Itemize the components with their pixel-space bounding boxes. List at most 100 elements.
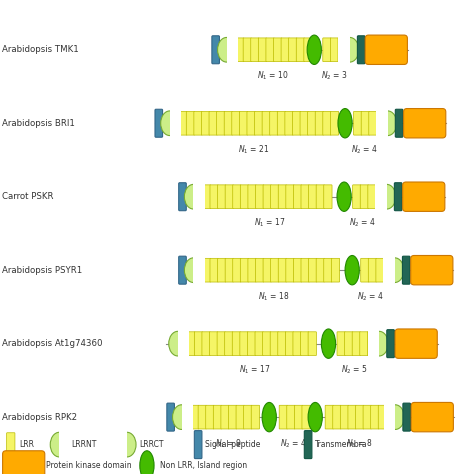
FancyBboxPatch shape (361, 258, 369, 282)
FancyBboxPatch shape (340, 405, 348, 429)
Bar (384, 404, 395, 430)
FancyBboxPatch shape (263, 332, 271, 356)
Ellipse shape (345, 255, 359, 285)
FancyBboxPatch shape (210, 185, 218, 209)
FancyBboxPatch shape (271, 258, 279, 282)
Text: $N_2$ = 4: $N_2$ = 4 (349, 217, 376, 229)
FancyBboxPatch shape (3, 451, 45, 474)
FancyBboxPatch shape (155, 109, 163, 137)
Text: $N_3$ = 8: $N_3$ = 8 (346, 437, 373, 449)
FancyBboxPatch shape (300, 111, 308, 135)
Bar (182, 404, 193, 430)
FancyBboxPatch shape (281, 38, 289, 62)
FancyBboxPatch shape (369, 111, 377, 135)
FancyBboxPatch shape (7, 433, 15, 456)
Ellipse shape (308, 402, 322, 432)
Text: Arabidopsis TMK1: Arabidopsis TMK1 (2, 46, 79, 54)
FancyBboxPatch shape (187, 332, 195, 356)
Bar (383, 257, 395, 283)
FancyBboxPatch shape (348, 405, 356, 429)
Text: $N_2$ = 4: $N_2$ = 4 (281, 437, 307, 449)
FancyBboxPatch shape (368, 258, 376, 282)
FancyBboxPatch shape (316, 258, 324, 282)
FancyBboxPatch shape (179, 182, 186, 210)
Bar (227, 36, 238, 63)
Bar (59, 431, 71, 458)
FancyBboxPatch shape (270, 332, 278, 356)
Ellipse shape (161, 111, 179, 136)
FancyBboxPatch shape (357, 36, 365, 64)
FancyBboxPatch shape (271, 185, 279, 209)
FancyBboxPatch shape (286, 258, 294, 282)
FancyBboxPatch shape (218, 258, 226, 282)
FancyBboxPatch shape (278, 332, 286, 356)
FancyBboxPatch shape (228, 405, 237, 429)
Text: LRRCT: LRRCT (139, 440, 164, 449)
Ellipse shape (378, 184, 396, 209)
FancyBboxPatch shape (262, 111, 270, 135)
FancyBboxPatch shape (330, 38, 338, 62)
FancyBboxPatch shape (213, 405, 221, 429)
Bar (193, 257, 205, 283)
Text: $N_2$ = 4: $N_2$ = 4 (351, 143, 377, 155)
FancyBboxPatch shape (221, 405, 229, 429)
Ellipse shape (184, 184, 202, 209)
FancyBboxPatch shape (277, 111, 285, 135)
FancyBboxPatch shape (410, 255, 453, 285)
FancyBboxPatch shape (232, 332, 240, 356)
FancyBboxPatch shape (210, 332, 218, 356)
FancyBboxPatch shape (324, 258, 332, 282)
FancyBboxPatch shape (395, 329, 437, 358)
FancyBboxPatch shape (403, 403, 410, 431)
Text: Protein kinase domain: Protein kinase domain (46, 461, 132, 470)
FancyBboxPatch shape (301, 332, 309, 356)
Text: Transmembra: Transmembra (315, 440, 367, 449)
FancyBboxPatch shape (236, 405, 245, 429)
FancyBboxPatch shape (353, 185, 361, 209)
Text: $N_1$ = 21: $N_1$ = 21 (238, 143, 269, 155)
FancyBboxPatch shape (304, 430, 312, 459)
Text: $N_1$ = 17: $N_1$ = 17 (255, 217, 286, 229)
Ellipse shape (307, 35, 321, 64)
FancyBboxPatch shape (376, 111, 385, 135)
FancyBboxPatch shape (308, 332, 316, 356)
FancyBboxPatch shape (194, 430, 202, 459)
FancyBboxPatch shape (402, 182, 445, 211)
FancyBboxPatch shape (179, 256, 186, 284)
FancyBboxPatch shape (191, 405, 199, 429)
FancyBboxPatch shape (323, 38, 331, 62)
Text: Arabidopsis RPK2: Arabidopsis RPK2 (2, 413, 77, 421)
FancyBboxPatch shape (202, 258, 210, 282)
Bar (116, 431, 127, 458)
Bar (368, 330, 379, 357)
FancyBboxPatch shape (202, 332, 210, 356)
Ellipse shape (50, 432, 68, 457)
Text: Carrot PSKR: Carrot PSKR (2, 192, 54, 201)
FancyBboxPatch shape (198, 405, 207, 429)
FancyBboxPatch shape (225, 258, 233, 282)
Text: $N_1$ = 17: $N_1$ = 17 (239, 364, 270, 376)
FancyBboxPatch shape (210, 258, 218, 282)
FancyBboxPatch shape (352, 332, 360, 356)
FancyBboxPatch shape (243, 38, 251, 62)
FancyBboxPatch shape (395, 109, 403, 137)
FancyBboxPatch shape (278, 258, 286, 282)
FancyBboxPatch shape (293, 332, 301, 356)
Ellipse shape (338, 109, 352, 138)
FancyBboxPatch shape (217, 332, 226, 356)
Text: $N_1$ = 10: $N_1$ = 10 (256, 70, 289, 82)
FancyBboxPatch shape (361, 111, 370, 135)
Bar (376, 110, 388, 137)
Bar (178, 330, 189, 357)
Ellipse shape (218, 37, 236, 62)
Ellipse shape (262, 402, 276, 432)
Text: Arabidopsis PSYR1: Arabidopsis PSYR1 (2, 266, 82, 274)
FancyBboxPatch shape (239, 111, 247, 135)
FancyBboxPatch shape (394, 182, 402, 210)
FancyBboxPatch shape (244, 405, 252, 429)
FancyBboxPatch shape (356, 405, 364, 429)
FancyBboxPatch shape (331, 258, 339, 282)
Text: $N_1$ = 18: $N_1$ = 18 (258, 290, 290, 302)
FancyBboxPatch shape (360, 332, 368, 356)
FancyBboxPatch shape (270, 111, 278, 135)
